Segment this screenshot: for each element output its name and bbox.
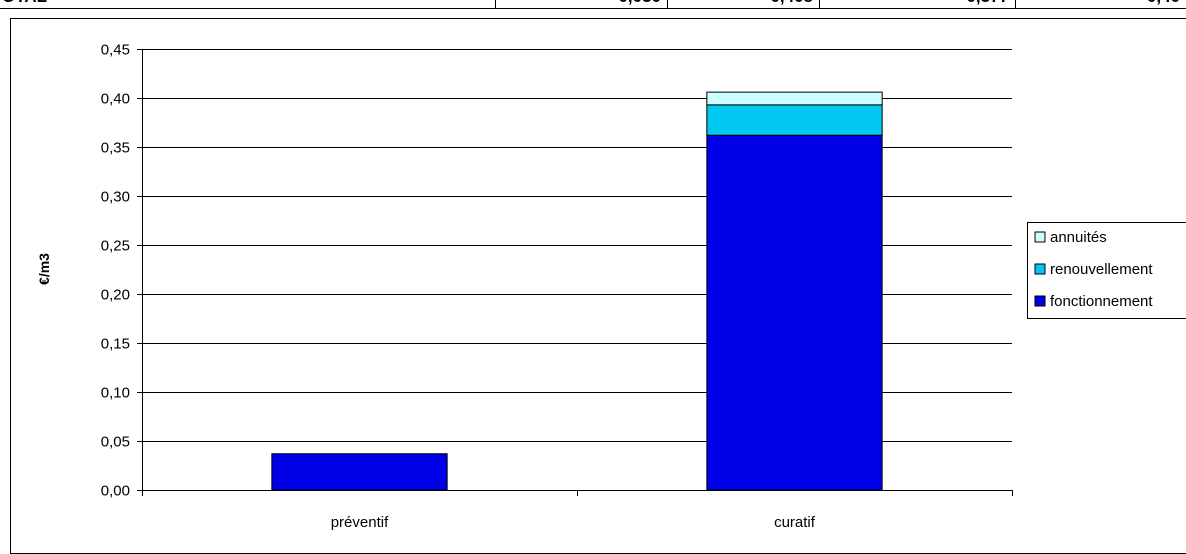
y-tick-label: 0,25: [101, 238, 130, 255]
bars: [272, 92, 882, 490]
y-tick-label: 0,00: [101, 483, 130, 500]
legend-swatch: [1035, 232, 1045, 242]
x-tick-labels: préventif curatif: [331, 514, 816, 531]
legend: annuités renouvellement fonctionnement: [1028, 223, 1186, 319]
y-tick-label: 0,10: [101, 385, 130, 402]
y-axis-label: €/m3: [36, 253, 52, 285]
y-tick-labels: 0,00 0,05 0,10 0,15 0,20 0,25 0,30 0,35 0,40 0,45: [101, 42, 130, 500]
y-tick-label: 0,05: [101, 434, 130, 451]
x-tick-label: préventif: [331, 514, 389, 531]
bar-segment-renouvellement: [707, 105, 882, 135]
y-tick-label: 0,40: [101, 91, 130, 108]
bar-segment-fonctionnement: [272, 454, 447, 490]
legend-swatch: [1035, 264, 1045, 274]
y-tick-label: 0,35: [101, 140, 130, 157]
legend-swatch: [1035, 296, 1045, 306]
legend-label: fonctionnement: [1050, 293, 1153, 310]
legend-label: renouvellement: [1050, 261, 1153, 278]
y-tick-label: 0,20: [101, 287, 130, 304]
bar-segment-annuités: [707, 92, 882, 105]
legend-label: annuités: [1050, 229, 1107, 246]
y-tick-label: 0,45: [101, 42, 130, 59]
bar-segment-fonctionnement: [707, 135, 882, 490]
y-tick-label: 0,30: [101, 189, 130, 206]
x-tick-label: curatif: [774, 514, 816, 531]
y-tick-label: 0,15: [101, 336, 130, 353]
